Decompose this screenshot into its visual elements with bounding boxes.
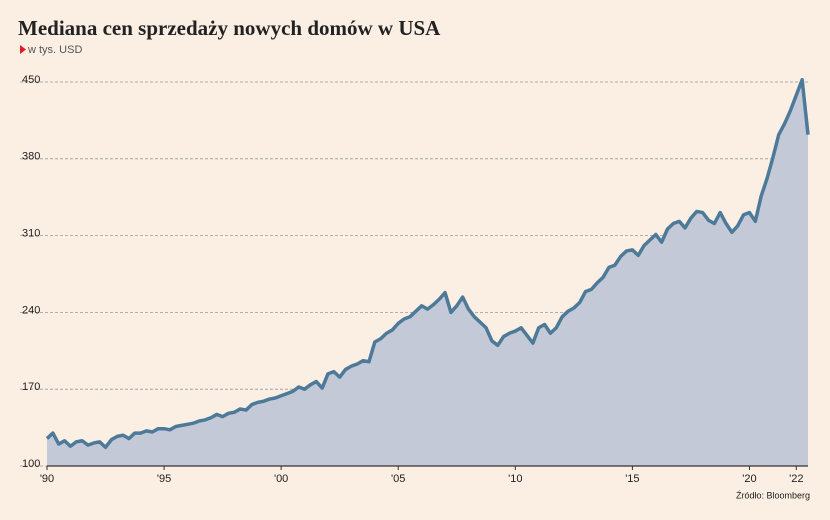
y-tick-label: 450	[22, 74, 40, 86]
x-tick-label: '22	[789, 473, 803, 485]
line	[45, 78, 810, 450]
y-tick-label: 170	[22, 381, 40, 393]
x-tick-label: '10	[508, 473, 522, 485]
x-tick-label: '95	[157, 473, 171, 485]
y-tick-label: 240	[22, 304, 40, 316]
subtitle: w tys. USD	[27, 44, 82, 56]
chart-title: Mediana cen sprzedaży nowych domów w USA	[18, 16, 441, 40]
x-tick-label: '20	[742, 473, 756, 485]
subtitle-marker	[20, 45, 26, 54]
x-tick-label: '00	[274, 473, 288, 485]
x-tick-label: '15	[625, 473, 639, 485]
source: Źródło: Bloomberg	[736, 490, 810, 500]
y-tick-label: 310	[22, 228, 40, 240]
area	[47, 79, 808, 466]
x-tick-label: '90	[40, 473, 54, 485]
x-tick-label: '05	[391, 473, 405, 485]
y-tick-label: 380	[22, 151, 40, 163]
y-tick-label: 100	[22, 458, 40, 470]
